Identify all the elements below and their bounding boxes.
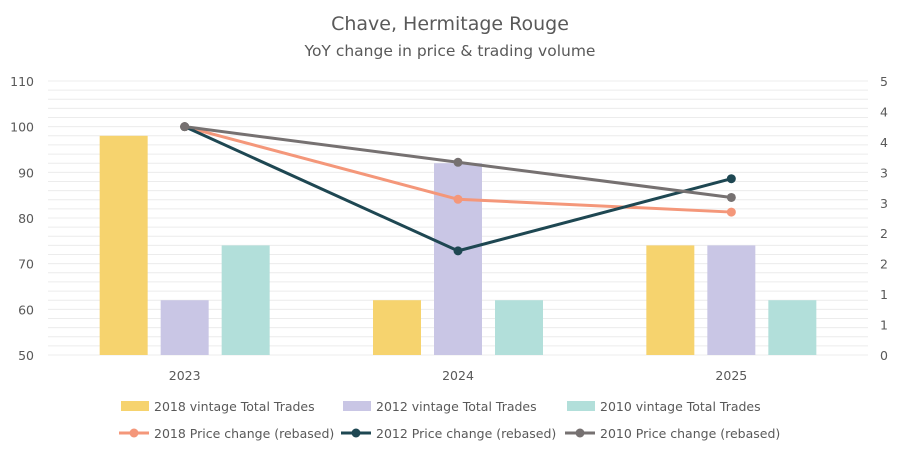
legend-label: 2018 Price change (rebased) (154, 426, 334, 441)
y-right-tick-label: 3 (880, 196, 888, 211)
line-point-1-2024 (453, 246, 463, 256)
line-series (180, 122, 736, 256)
y-left-tick-label: 60 (18, 302, 34, 317)
legend-swatch-marker (129, 428, 139, 438)
y-left-tick-label: 70 (18, 257, 34, 272)
legend-swatch-marker (575, 428, 585, 438)
y-left-tick-label: 100 (10, 120, 34, 135)
legend-swatch-bar (567, 401, 595, 411)
y-right-tick-label: 1 (880, 287, 888, 302)
y-right-tick-label: 4 (880, 135, 888, 150)
chart-subtitle: YoY change in price & trading volume (304, 42, 596, 60)
y-left-tick-label: 80 (18, 211, 34, 226)
bar-1-2023 (160, 300, 209, 355)
legend-label: 2010 Price change (rebased) (600, 426, 780, 441)
line-point-0-2024 (453, 194, 463, 204)
bar-0-2025 (646, 245, 695, 355)
bar-1-2025 (707, 245, 756, 355)
bar-2-2025 (768, 300, 817, 355)
x-tick-label: 2023 (169, 368, 201, 383)
legend-label: 2012 vintage Total Trades (376, 399, 537, 414)
bar-2-2024 (495, 300, 543, 355)
y-left-tick-label: 90 (18, 165, 34, 180)
y-left-tick-label: 110 (10, 74, 34, 89)
y-right-tick-label: 2 (880, 257, 888, 272)
legend-swatch-bar (121, 401, 149, 411)
legend-label: 2018 vintage Total Trades (154, 399, 315, 414)
bar-1-2024 (434, 163, 482, 355)
legend-label: 2010 vintage Total Trades (600, 399, 761, 414)
line-point-1-2025 (726, 174, 736, 184)
x-tick-label: 2025 (715, 368, 747, 383)
y-right-tick-label: 1 (880, 318, 888, 333)
x-tick-label: 2024 (442, 368, 474, 383)
y-right-tick-label: 0 (880, 348, 888, 363)
chart-legend: 2018 vintage Total Trades 2012 vintage To… (119, 399, 780, 441)
y-right-tick-label: 4 (880, 104, 888, 119)
legend-label: 2012 Price change (rebased) (376, 426, 556, 441)
y-left-tick-label: 50 (18, 348, 34, 363)
y-right-tick-label: 3 (880, 165, 888, 180)
bar-0-2024 (373, 300, 421, 355)
bar-0-2023 (99, 135, 148, 355)
line-point-0-2025 (726, 207, 736, 217)
legend-swatch-bar (343, 401, 371, 411)
y-right-tick-label: 5 (880, 74, 888, 89)
bar-2-2023 (221, 245, 270, 355)
legend-swatch-marker (351, 428, 361, 438)
line-point-2-2023 (180, 122, 190, 132)
chart-title: Chave, Hermitage Rouge (331, 13, 569, 35)
line-point-2-2024 (453, 157, 463, 167)
line-point-2-2025 (726, 192, 736, 202)
bar-series (99, 135, 817, 355)
y-right-tick-label: 2 (880, 226, 888, 241)
